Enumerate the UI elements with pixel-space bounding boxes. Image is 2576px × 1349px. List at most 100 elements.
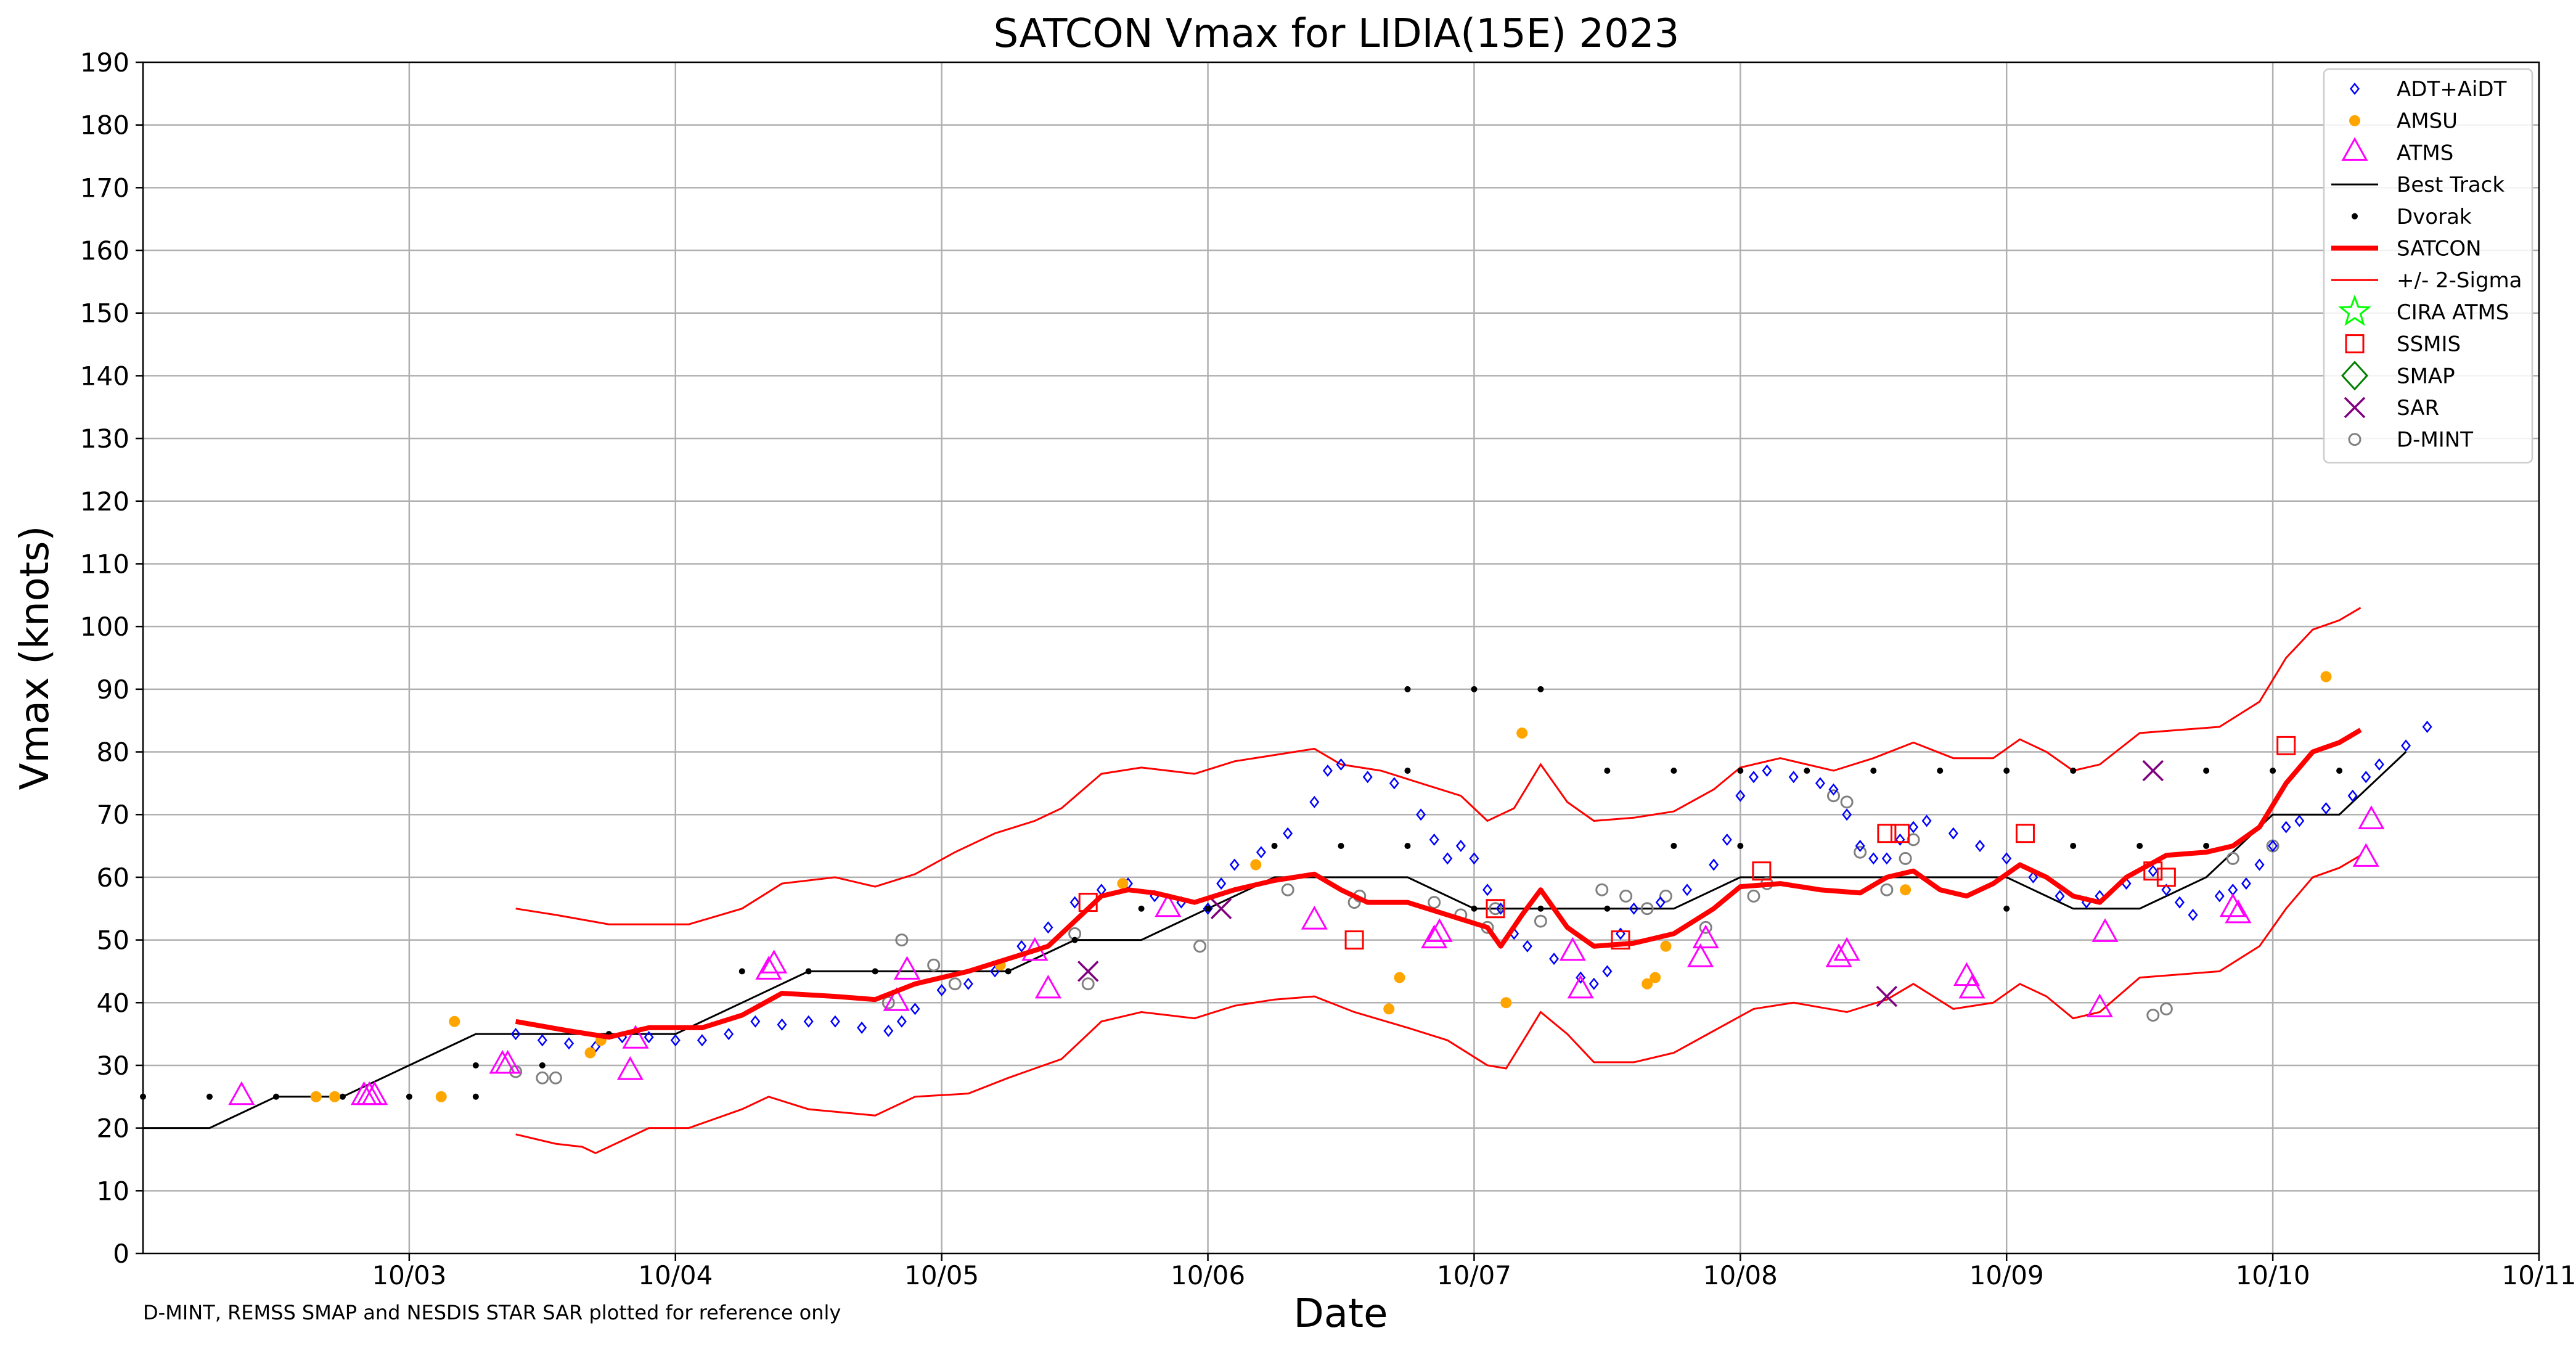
legend-entry-amsu: AMSU <box>2349 109 2458 134</box>
adt-point <box>1576 971 1586 984</box>
adt-point <box>1948 827 1958 840</box>
atms-point <box>1833 937 1860 961</box>
atms-point <box>1301 905 1328 930</box>
atms-point <box>2358 805 2385 829</box>
adt-point <box>697 1034 707 1047</box>
legend-label: SSMIS <box>2397 332 2461 357</box>
ssmis-point <box>1877 824 1897 843</box>
dmint-point <box>895 933 909 947</box>
ssmis-point <box>2156 867 2176 887</box>
adt-point <box>1602 965 1613 978</box>
dmint-point <box>881 996 895 1009</box>
y-tick-label: 0 <box>113 1239 129 1269</box>
adt-point <box>1389 777 1399 790</box>
adt-point <box>1842 808 1852 821</box>
amsu-point <box>1500 997 1512 1009</box>
ssmis-point <box>2276 736 2296 755</box>
adt-point <box>1203 902 1213 915</box>
dmint-point <box>1880 883 1894 896</box>
x-tick-label: 10/04 <box>638 1260 713 1290</box>
amsu-point <box>1650 972 1661 983</box>
adt-point <box>2321 802 2331 815</box>
dvorak-point <box>1670 768 1677 774</box>
dvorak-point <box>1737 843 1744 850</box>
y-tick-label: 110 <box>80 549 129 579</box>
adt-point <box>1828 783 1839 796</box>
dmint-point <box>2226 851 2239 865</box>
adt-point <box>2241 877 2251 890</box>
adt-point <box>564 1037 574 1050</box>
atms-point <box>616 1056 644 1080</box>
y-tick-label: 170 <box>80 173 129 203</box>
adt-point <box>883 1025 894 1038</box>
dvorak-point <box>206 1093 213 1100</box>
data-layer <box>140 607 2432 1154</box>
amsu-point <box>2320 671 2332 683</box>
ssmis-point <box>1611 930 1630 950</box>
ssmis-point <box>1344 930 1364 950</box>
adt-point <box>1788 771 1799 784</box>
atms-point <box>1567 974 1594 999</box>
adt-point <box>1682 884 1692 896</box>
dvorak-point <box>1471 686 1478 692</box>
dvorak-point <box>1670 843 1677 850</box>
x-tick-label: 10/09 <box>1969 1260 2044 1290</box>
y-tick-label: 180 <box>80 110 129 141</box>
adt-point <box>2161 884 2172 896</box>
adt-point <box>2401 739 2411 752</box>
dmint-point <box>1081 977 1095 991</box>
amsu-point <box>329 1091 340 1102</box>
y-tick-label: 40 <box>97 988 129 1018</box>
adt-point <box>670 1034 681 1047</box>
atms-point <box>2225 899 2252 924</box>
atms-point <box>761 949 788 974</box>
y-tick-label: 10 <box>97 1176 129 1206</box>
sigma-upper-line <box>515 607 2361 925</box>
dmint-point <box>927 958 941 972</box>
y-tick-label: 90 <box>97 674 129 705</box>
legend-swatch <box>2349 115 2360 126</box>
sar-point <box>1876 985 1898 1007</box>
adt-point <box>1868 852 1879 865</box>
dmint-point <box>1747 889 1760 903</box>
adt-point <box>1549 953 1560 966</box>
dvorak-point <box>2136 843 2143 850</box>
adt-point <box>644 1031 654 1044</box>
legend-entry-cira: CIRA ATMS <box>2338 294 2509 326</box>
adt-point <box>537 1034 547 1047</box>
y-tick-label: 70 <box>97 800 129 830</box>
adt-point <box>1469 852 1479 865</box>
atms-point <box>1958 974 1985 999</box>
legend-entry-sigma: +/- 2-Sigma <box>2331 268 2522 293</box>
atms-point <box>2086 993 2113 1017</box>
atms-point <box>893 956 921 980</box>
grid-layer <box>143 62 2539 1253</box>
atms-point <box>228 1081 255 1105</box>
legend-swatch <box>2348 433 2361 446</box>
adt-point <box>2294 814 2305 827</box>
y-tick-label: 100 <box>80 612 129 642</box>
adt-point <box>777 1018 787 1031</box>
plot-frame <box>142 61 2540 1255</box>
legend-label: SATCON <box>2397 237 2482 261</box>
amsu-point <box>584 1047 596 1059</box>
adt-point <box>1815 777 1825 790</box>
atms-point <box>1421 924 1448 949</box>
adt-point <box>1482 884 1493 896</box>
dvorak-point <box>1537 686 1544 692</box>
dmint-point <box>1840 795 1854 809</box>
adt-point <box>2174 896 2185 909</box>
sigma-lower-line <box>515 855 2361 1154</box>
atms-point <box>1825 943 1852 967</box>
atms-point <box>755 956 782 980</box>
x-axis-title: Date <box>1294 1291 1388 1337</box>
adt-point <box>1881 852 1892 865</box>
y-axis-title: Vmax (knots) <box>12 526 58 790</box>
y-tick-label: 150 <box>80 298 129 329</box>
dmint-point <box>1281 883 1294 896</box>
dvorak-point <box>2203 768 2210 774</box>
y-tick-label: 160 <box>80 236 129 266</box>
legend-swatch <box>2352 213 2358 219</box>
legend-swatch <box>2341 137 2368 161</box>
atms-point <box>1155 893 1182 917</box>
